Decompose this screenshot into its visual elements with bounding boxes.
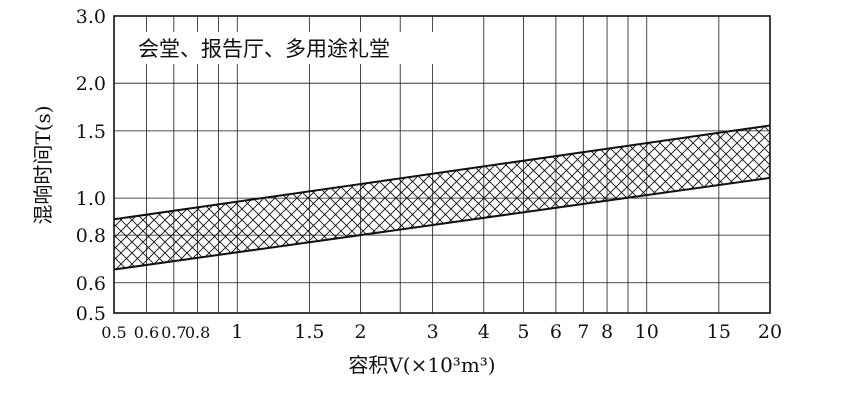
x-tick-label: 15 — [707, 321, 731, 343]
x-tick-label: 0.5 — [101, 323, 126, 342]
x-tick-label: 1 — [231, 321, 243, 343]
x-tick-label: 0.6 — [134, 323, 159, 342]
x-tick-label: 1.5 — [294, 321, 324, 343]
x-tick-label: 4 — [478, 321, 490, 343]
y-tick-labels: 0.5 0.6 0.8 1.0 1.5 2.0 3.0 — [76, 6, 106, 325]
x-tick-label: 8 — [601, 321, 613, 343]
x-tick-label: 5 — [517, 321, 529, 343]
x-tick-label: 7 — [577, 321, 589, 343]
x-tick-label: 3 — [427, 321, 439, 343]
y-axis-title: 混响时间T(s) — [31, 105, 55, 224]
x-axis-title: 容积V(×10³m³) — [348, 353, 495, 377]
lower-bound-line — [113, 176, 771, 271]
y-tick-label: 2.0 — [76, 73, 106, 95]
x-tick-label: 0.8 — [185, 323, 210, 342]
band-layer — [113, 124, 771, 271]
x-tick-label: 2 — [354, 321, 366, 343]
x-tick-labels: 0.5 0.6 0.70.8 1 1.5 2 3 4 5 6 7 8 10 15 20 — [101, 321, 782, 343]
chart-title: 会堂、报告厅、多用途礼堂 — [138, 37, 390, 61]
y-tick-label: 3.0 — [76, 6, 106, 28]
y-tick-label: 0.5 — [76, 303, 106, 325]
x-tick-label: 20 — [758, 321, 782, 343]
y-tick-label: 1.0 — [76, 188, 106, 210]
plot-frame — [113, 15, 771, 314]
x-tick-label: 10 — [635, 321, 659, 343]
x-tick-label: 6 — [550, 321, 562, 343]
x-tick-label: 0.7 — [161, 323, 186, 342]
range-band — [114, 125, 770, 270]
y-tick-label: 0.6 — [76, 273, 106, 295]
y-tick-label: 0.8 — [76, 225, 106, 247]
title-background — [132, 32, 442, 64]
upper-bound-line — [113, 124, 771, 221]
y-tick-label: 1.5 — [76, 121, 106, 143]
